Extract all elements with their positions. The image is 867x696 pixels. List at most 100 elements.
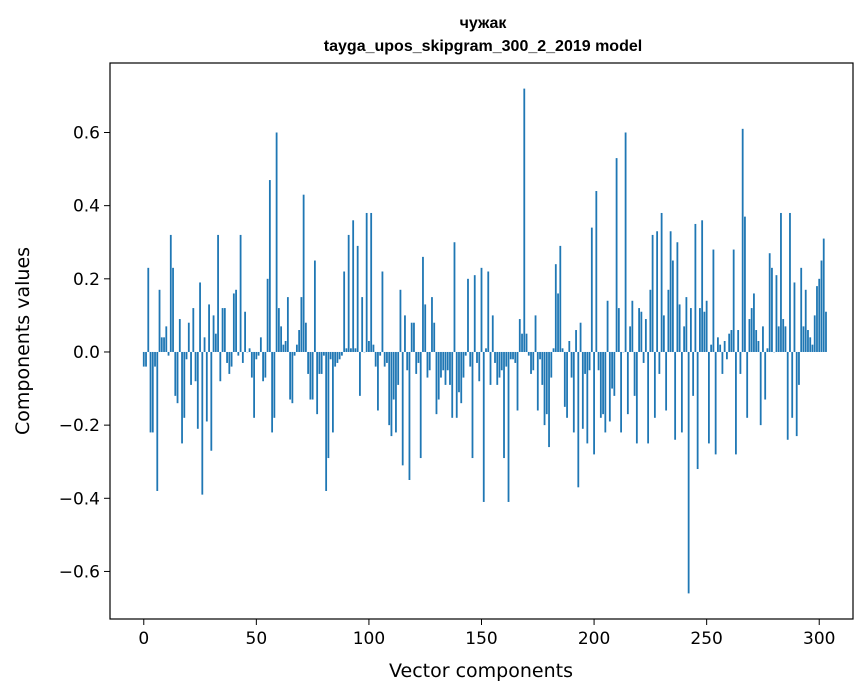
bar: [151, 351, 154, 433]
y-tick-label: −0.6: [59, 562, 100, 582]
bar: [334, 351, 337, 367]
x-tick-label: 0: [138, 629, 149, 649]
bar: [365, 212, 368, 352]
bar: [336, 351, 339, 363]
bar: [593, 351, 595, 455]
bar: [435, 351, 438, 415]
bar: [595, 191, 598, 352]
bar: [579, 322, 582, 352]
bar: [388, 351, 391, 426]
bar: [185, 351, 188, 360]
bar: [757, 341, 760, 352]
bar: [723, 341, 726, 352]
bar: [811, 344, 814, 352]
bar: [640, 311, 643, 352]
bar: [658, 351, 661, 374]
bar: [491, 315, 494, 352]
bar: [244, 311, 246, 352]
bar: [581, 351, 584, 429]
bar: [417, 351, 420, 363]
x-axis-ticks: 0 50 100 150 200 250 300: [138, 619, 835, 649]
bar: [521, 333, 523, 352]
bar: [620, 351, 622, 433]
bar: [286, 297, 289, 352]
bar: [678, 304, 681, 352]
plot-frame: [109, 62, 854, 620]
bar: [181, 351, 183, 444]
bar: [602, 351, 604, 415]
bar: [142, 351, 145, 367]
bar: [178, 319, 181, 352]
bar: [748, 319, 751, 352]
chart-title: чужак: [460, 15, 508, 32]
bar: [201, 351, 204, 495]
bar: [203, 337, 206, 352]
bar: [476, 351, 478, 363]
bar: [516, 351, 519, 411]
bar: [786, 351, 789, 440]
bar: [293, 351, 296, 356]
bar: [160, 337, 163, 352]
bar: [759, 351, 762, 426]
bar: [813, 315, 816, 352]
bar: [352, 220, 355, 352]
bar: [667, 289, 670, 352]
bar: [674, 351, 677, 440]
bar: [536, 351, 539, 411]
bar: [611, 351, 613, 389]
bar: [458, 351, 460, 393]
bar: [541, 351, 544, 385]
bar: [617, 308, 620, 352]
bar: [649, 289, 652, 352]
bar: [662, 315, 665, 352]
bar: [651, 234, 654, 352]
bar: [354, 348, 357, 352]
bar: [669, 231, 672, 352]
bar: [615, 158, 618, 352]
bar: [793, 282, 796, 352]
bar: [561, 348, 564, 352]
bar: [212, 315, 215, 352]
bar: [268, 180, 271, 352]
bar: [694, 223, 697, 352]
bar: [404, 315, 406, 352]
bar: [572, 351, 575, 433]
bar: [710, 344, 713, 352]
bar: [386, 351, 388, 363]
bar: [214, 333, 217, 352]
bar: [500, 351, 503, 371]
bar: [359, 351, 361, 396]
bar: [753, 293, 755, 352]
bar: [505, 351, 508, 367]
bar: [395, 351, 397, 433]
bar: [451, 351, 454, 418]
bar: [784, 326, 787, 352]
bar: [482, 351, 485, 502]
bar: [825, 311, 827, 352]
bar: [771, 267, 773, 352]
bar: [205, 351, 208, 422]
bar: [699, 308, 701, 352]
bar: [219, 351, 222, 382]
bar: [399, 289, 402, 352]
bar: [167, 351, 170, 356]
bar: [570, 351, 573, 378]
bar: [221, 308, 224, 352]
bar: [223, 308, 226, 352]
x-tick-label: 150: [465, 629, 497, 649]
bar: [818, 278, 821, 352]
chart-subtitle: tayga_upos_skipgram_300_2_2019 model: [324, 38, 642, 55]
bar: [408, 351, 411, 480]
bar: [291, 351, 294, 404]
bar: [433, 322, 436, 352]
bar: [327, 351, 330, 459]
bar: [633, 351, 636, 396]
bar: [764, 351, 767, 400]
bar: [192, 308, 195, 352]
bar: [566, 351, 568, 418]
bar: [557, 293, 559, 352]
bar: [208, 304, 210, 352]
y-axis-label: Components values: [12, 247, 34, 435]
bar: [341, 351, 343, 356]
bar: [802, 326, 805, 352]
